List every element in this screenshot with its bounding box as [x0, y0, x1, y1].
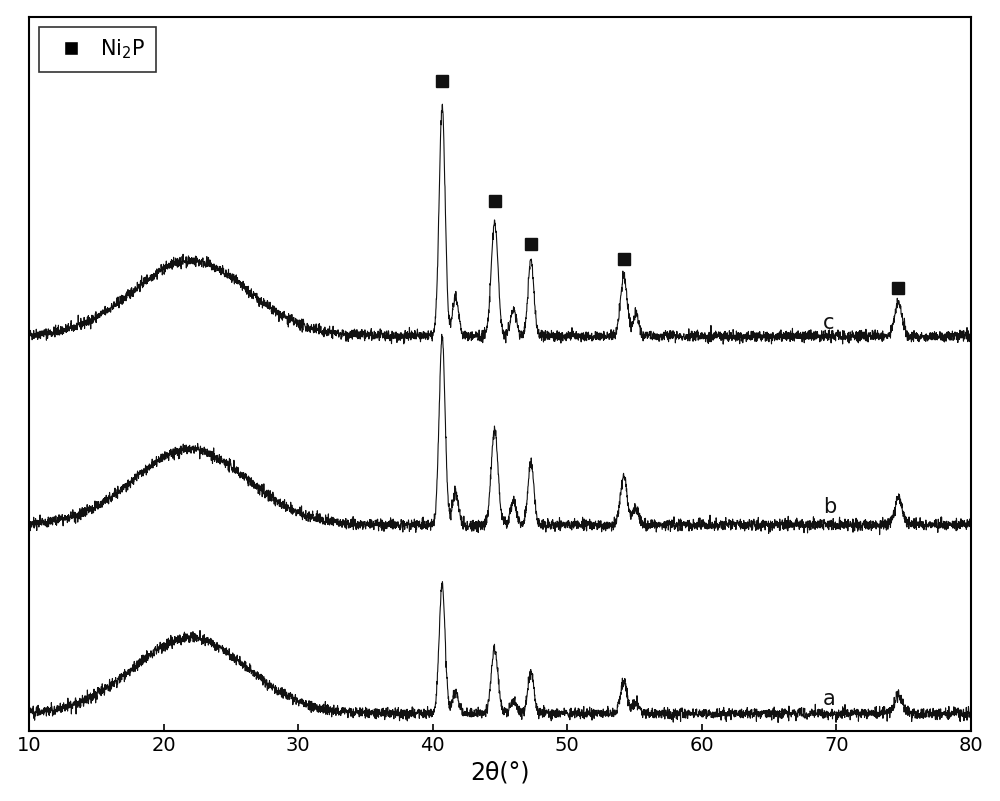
- Text: a: a: [823, 690, 836, 710]
- Legend: Ni$_2$P: Ni$_2$P: [39, 27, 156, 71]
- X-axis label: 2θ(°): 2θ(°): [470, 760, 530, 784]
- Text: c: c: [823, 313, 834, 333]
- Text: b: b: [823, 497, 836, 517]
